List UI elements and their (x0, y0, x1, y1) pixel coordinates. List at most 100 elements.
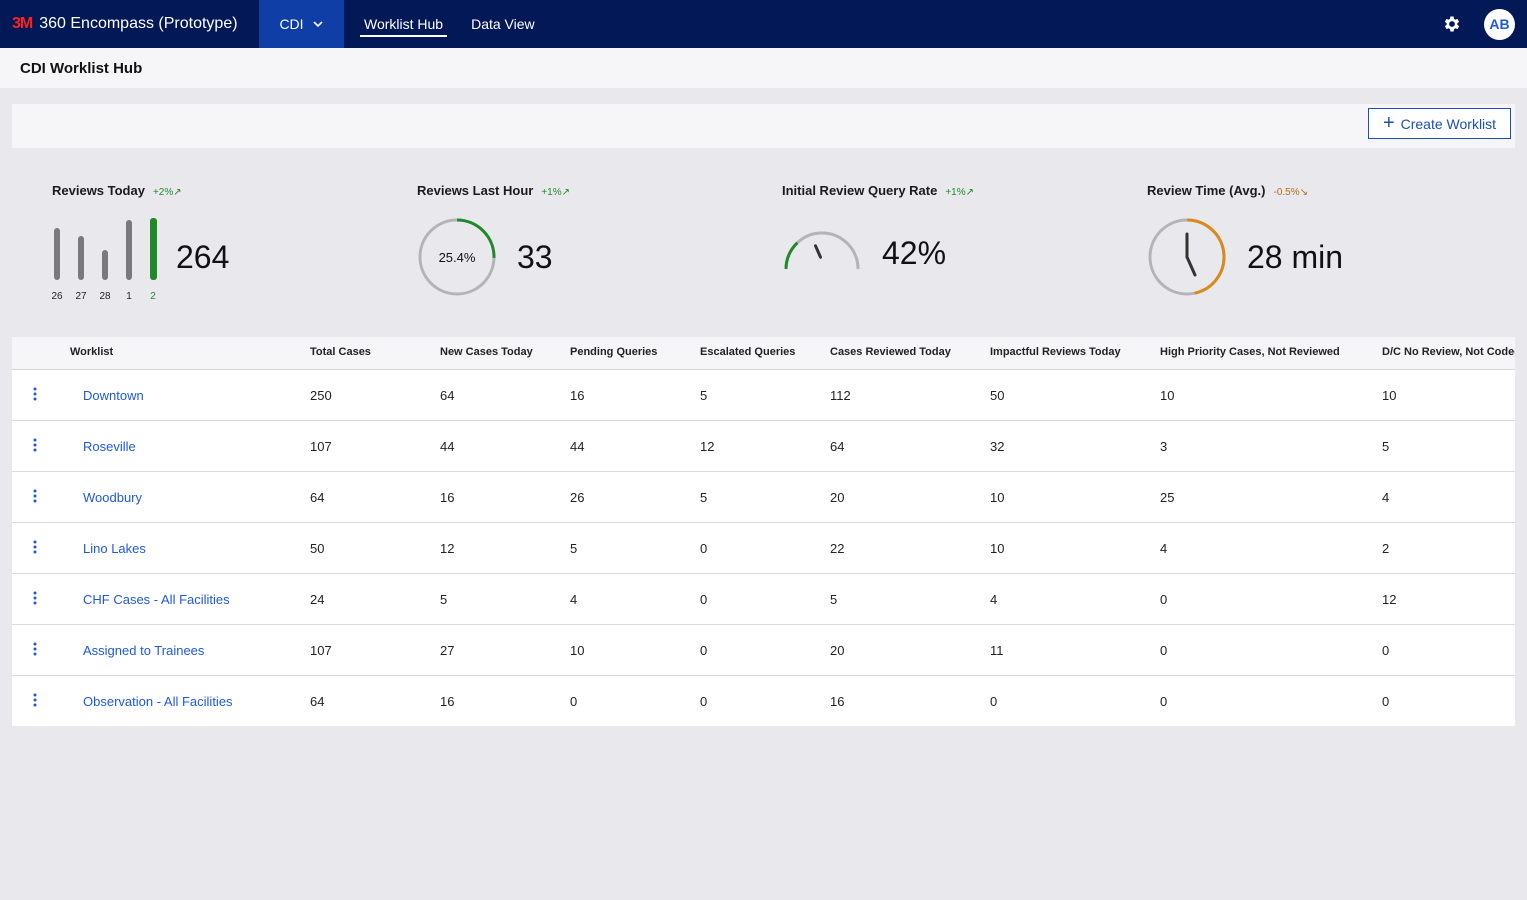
worklist-link[interactable]: Downtown (83, 388, 144, 403)
clock-hour-hand (1185, 255, 1197, 277)
progress-ring: 25.4% (418, 218, 496, 296)
create-worklist-label: Create Worklist (1400, 115, 1497, 132)
worklist-link[interactable]: Roseville (83, 439, 136, 454)
worklist-link[interactable]: Observation - All Facilities (83, 694, 233, 709)
clock-fill (1186, 218, 1226, 295)
table-cell: 250 (310, 388, 332, 403)
col-cases-reviewed-today[interactable]: Cases Reviewed Today (830, 346, 951, 358)
reviews-bar-sparkline: 26 27 28 1 2 (52, 218, 157, 302)
table-cell: 2 (1382, 541, 1390, 556)
table-cell: 5 (700, 388, 708, 403)
col-new-cases-today[interactable]: New Cases Today (440, 346, 533, 358)
sparkline-label: 28 (99, 291, 111, 302)
table-row[interactable]: Woodbury 64 16 26 5 20 10 25 4 (12, 472, 1515, 523)
gauge-chart (784, 231, 860, 270)
worklist-link[interactable]: Assigned to Trainees (83, 643, 205, 658)
topbar-actions: AB (1442, 0, 1515, 48)
gauge-fill (784, 241, 799, 270)
table-cell: 4 (1160, 541, 1168, 556)
kebab-menu-icon[interactable] (30, 590, 40, 606)
page-header: CDI Worklist Hub (0, 48, 1527, 88)
sparkline-label: 27 (75, 291, 87, 302)
create-worklist-button[interactable]: + Create Worklist (1368, 108, 1511, 139)
table-cell: 50 (990, 388, 1005, 403)
table-cell: 107 (310, 439, 332, 454)
page-title: CDI Worklist Hub (20, 59, 143, 77)
tab-data-view[interactable]: Data View (471, 0, 535, 48)
table-cell: 27 (440, 643, 455, 658)
tab-label: Data View (471, 16, 535, 32)
kebab-menu-icon[interactable] (30, 488, 40, 504)
col-pending-queries[interactable]: Pending Queries (570, 346, 658, 358)
table-cell: 10 (990, 490, 1005, 505)
table-row[interactable]: CHF Cases - All Facilities 24 5 4 0 5 4 0 12 (12, 574, 1515, 625)
table-cell: 64 (310, 694, 325, 709)
table-cell: 16 (830, 694, 845, 709)
clock-icon (1148, 218, 1226, 296)
table-row[interactable]: Observation - All Facilities 64 16 0 0 16 0 0 0 (12, 676, 1515, 726)
table-body: Downtown 250 64 16 5 112 50 10 10 Roseville 107 44 4… (12, 370, 1515, 726)
avatar[interactable]: AB (1484, 8, 1515, 40)
table-cell: 20 (830, 643, 845, 658)
sparkline-bar (102, 250, 108, 280)
tab-worklist-hub[interactable]: Worklist Hub (359, 0, 448, 48)
kebab-menu-icon[interactable] (30, 692, 40, 708)
worklist-link[interactable]: Lino Lakes (83, 541, 146, 556)
table-cell: 0 (700, 643, 708, 658)
table-cell: 4 (990, 592, 998, 607)
col-escalated-queries[interactable]: Escalated Queries (700, 346, 796, 358)
table-row[interactable]: Lino Lakes 50 12 5 0 22 10 4 2 (12, 523, 1515, 574)
table-cell: 32 (990, 439, 1005, 454)
sparkline-label: 1 (126, 291, 132, 302)
module-dropdown[interactable]: CDI (259, 0, 344, 48)
table-cell: 5 (1382, 439, 1390, 454)
col-high-priority[interactable]: High Priority Cases, Not Reviewed (1160, 346, 1340, 358)
table-cell: 16 (570, 388, 585, 403)
kebab-menu-icon[interactable] (30, 437, 40, 453)
table-cell: 3 (1160, 439, 1168, 454)
kebab-menu-icon[interactable] (30, 539, 40, 555)
table-cell: 11 (990, 643, 1004, 658)
col-total-cases[interactable]: Total Cases (310, 346, 371, 358)
top-nav: 3M 360 Encompass (Prototype) CDI Worklis… (0, 0, 1527, 48)
table-cell: 10 (1382, 388, 1397, 403)
table-cell: 12 (700, 439, 715, 454)
table-row[interactable]: Assigned to Trainees 107 27 10 0 20 11 0 0 (12, 625, 1515, 676)
chevron-down-icon (312, 21, 323, 28)
table-cell: 4 (1382, 490, 1390, 505)
brand[interactable]: 3M 360 Encompass (Prototype) (0, 0, 259, 48)
module-label: CDI (279, 16, 304, 32)
worklist-link[interactable]: Woodbury (83, 490, 143, 505)
kpi-title: Reviews Last Hour (417, 183, 534, 198)
table-cell: 0 (700, 592, 708, 607)
progress-ring-fill (456, 218, 496, 258)
trend-down-indicator: -0.5%↘ (1273, 187, 1308, 198)
table-cell: 5 (570, 541, 578, 556)
sparkline-bar (54, 228, 60, 280)
kpi-title: Initial Review Query Rate (782, 183, 938, 198)
table-cell: 0 (700, 694, 708, 709)
table-cell: 0 (1160, 643, 1168, 658)
table-cell: 5 (700, 490, 708, 505)
tab-label: Worklist Hub (364, 16, 444, 32)
table-header: Worklist Total Cases New Cases Today Pen… (12, 337, 1515, 370)
kebab-menu-icon[interactable] (30, 386, 40, 402)
table-row[interactable]: Roseville 107 44 44 12 64 32 3 5 (12, 421, 1515, 472)
app-title: 360 Encompass (Prototype) (39, 15, 238, 32)
col-worklist[interactable]: Worklist (70, 346, 114, 358)
kpi-review-time: Review Time (Avg.) -0.5%↘ 28 min (1147, 183, 1487, 313)
query-rate-value: 42% (882, 235, 947, 271)
col-impactful-reviews-today[interactable]: Impactful Reviews Today (990, 346, 1121, 358)
table-cell: 107 (310, 643, 332, 658)
col-dc-no-review[interactable]: D/C No Review, Not Coded (1382, 346, 1515, 358)
worklist-link[interactable]: CHF Cases - All Facilities (83, 592, 230, 607)
table-cell: 64 (830, 439, 845, 454)
table-row[interactable]: Downtown 250 64 16 5 112 50 10 10 (12, 370, 1515, 421)
kebab-menu-icon[interactable] (30, 641, 40, 657)
worklist-table: Worklist Total Cases New Cases Today Pen… (12, 337, 1515, 726)
trend-up-indicator: +2%↗ (152, 187, 182, 198)
table-cell: 12 (440, 541, 455, 556)
table-cell: 112 (830, 388, 851, 403)
gear-icon[interactable] (1442, 14, 1462, 34)
table-cell: 44 (440, 439, 455, 454)
